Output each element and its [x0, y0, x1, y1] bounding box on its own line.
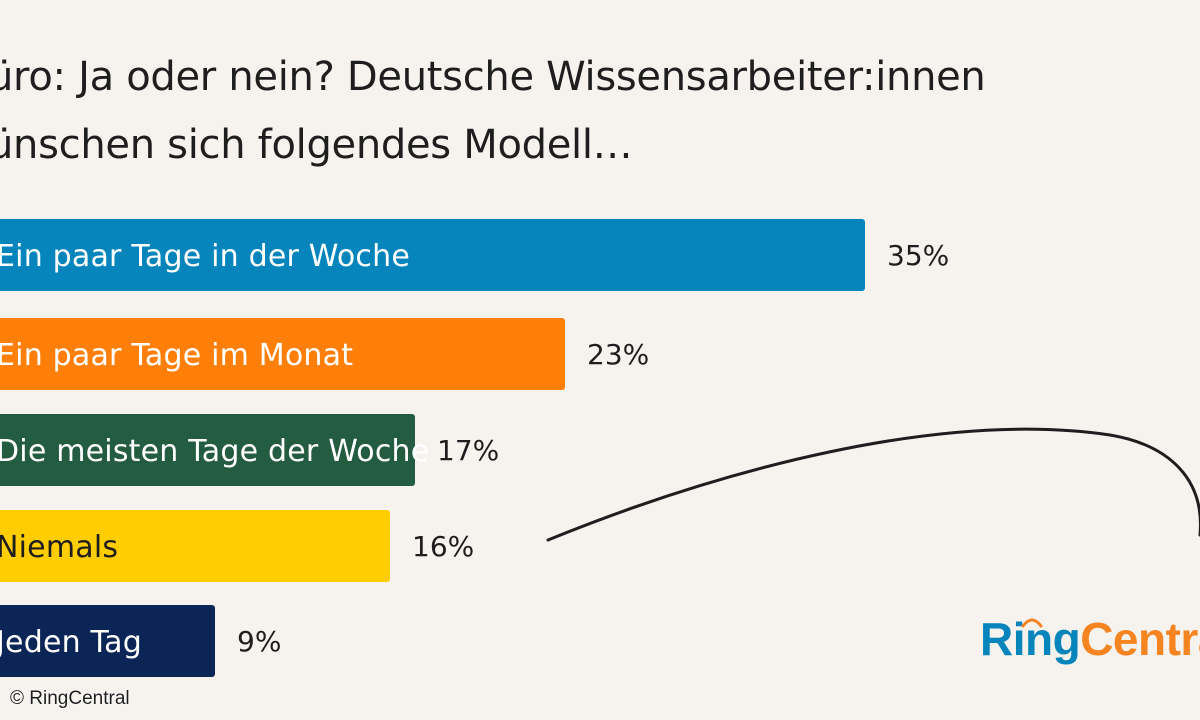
logo-signal-icon: [1021, 618, 1043, 628]
logo-text-central: Central: [1080, 613, 1200, 665]
bar-category-label-2: Ein paar Tage im Monat: [0, 338, 353, 373]
bar-1: [0, 219, 865, 291]
bars-group: Ein paar Tage in der Woche 35% Ein paar Ta…: [0, 219, 949, 677]
ringcentral-logo: RingCentral: [980, 612, 1200, 666]
decorative-arrow-curve: [546, 427, 1200, 542]
bar-value-label-1: 35%: [887, 239, 949, 272]
bar-category-label-1: Ein paar Tage in der Woche: [0, 239, 410, 274]
copyright-notice: © RingCentral: [10, 688, 130, 709]
bar-value-label-5: 9%: [237, 625, 281, 658]
bar-3: [0, 414, 415, 486]
bar-value-label-2: 23%: [587, 338, 649, 371]
bar-4: [0, 510, 390, 582]
bar-2: [0, 318, 565, 390]
bar-value-label-3: 17%: [437, 434, 499, 467]
bar-category-label-4: Niemals: [0, 530, 118, 565]
bar-5: [0, 605, 215, 677]
chart-title-line-1: üro: Ja oder nein? Deutsche Wissensarbei…: [0, 54, 986, 100]
bar-value-label-4: 16%: [412, 530, 474, 563]
bar-category-label-5: Jeden Tag: [0, 625, 142, 660]
bar-category-label-3: Die meisten Tage der Woche: [0, 434, 429, 469]
chart-title-line-2: ünschen sich folgendes Modell…: [0, 122, 633, 168]
